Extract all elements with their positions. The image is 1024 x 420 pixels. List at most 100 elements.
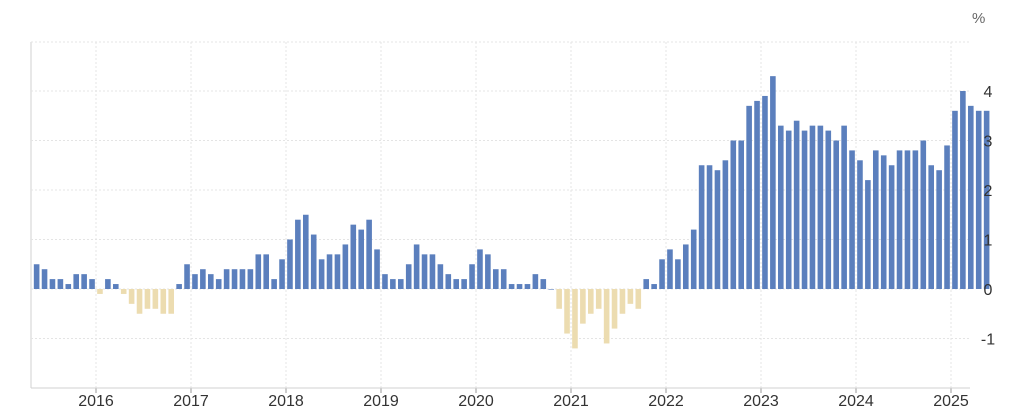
bar — [421, 254, 428, 289]
bar — [287, 239, 293, 289]
bar — [595, 289, 602, 309]
bar — [564, 289, 570, 334]
bar — [184, 264, 190, 289]
bar — [516, 284, 523, 289]
bar — [572, 289, 578, 349]
bar — [619, 289, 626, 314]
bar — [690, 229, 697, 289]
bar — [128, 289, 135, 304]
bar — [73, 274, 80, 289]
bar — [215, 279, 222, 289]
bar — [817, 125, 824, 290]
bar — [144, 289, 151, 309]
bar — [825, 130, 832, 289]
bar — [975, 110, 982, 289]
bar — [762, 95, 768, 289]
bar — [857, 160, 863, 289]
bar — [500, 269, 507, 289]
bar — [405, 264, 412, 289]
x-tick-label: 2016 — [78, 393, 114, 410]
y-tick-label: 2 — [984, 183, 993, 200]
unit-label: % — [972, 10, 986, 27]
bar — [952, 110, 958, 289]
bar — [809, 125, 816, 290]
bar — [904, 150, 911, 289]
x-tick-label: 2021 — [553, 393, 589, 410]
x-tick-label: 2023 — [743, 393, 779, 410]
x-tick-label: 2022 — [648, 393, 684, 410]
bar — [160, 289, 167, 314]
grid-lines — [30, 41, 970, 388]
bar — [872, 150, 879, 289]
bar — [310, 234, 317, 289]
bar — [318, 259, 325, 289]
bar — [659, 259, 665, 289]
x-tick-label: 2018 — [268, 393, 304, 410]
bar — [754, 100, 760, 290]
y-tick-label: 3 — [984, 134, 993, 151]
bar — [263, 254, 270, 289]
bar — [429, 254, 436, 289]
bar — [706, 165, 713, 289]
bar — [698, 165, 705, 289]
bar — [580, 289, 586, 324]
bar — [880, 155, 887, 289]
bar — [682, 244, 689, 289]
y-tick-label: -1 — [981, 332, 995, 349]
x-tick-label: 2019 — [363, 393, 399, 410]
bar — [960, 91, 966, 289]
bar — [785, 130, 792, 289]
bar — [540, 279, 547, 289]
bar — [841, 125, 847, 290]
bar — [587, 289, 594, 314]
bar — [105, 279, 111, 289]
bar — [295, 219, 301, 289]
bar — [888, 165, 895, 289]
bar — [611, 289, 618, 329]
bar — [41, 269, 48, 289]
bar — [485, 254, 491, 289]
bars — [33, 76, 990, 349]
y-tick-label: 0 — [984, 282, 993, 299]
bar — [983, 110, 990, 289]
bar — [532, 274, 539, 289]
bar — [651, 284, 657, 289]
bar — [730, 140, 737, 289]
bar — [548, 289, 555, 290]
bar — [833, 140, 840, 289]
y-tick-label: 4 — [984, 84, 993, 101]
bar — [120, 289, 127, 294]
bar — [849, 150, 855, 289]
bar — [453, 279, 460, 289]
bar — [152, 289, 159, 309]
bar — [603, 289, 610, 344]
bar — [635, 289, 642, 309]
bar — [722, 160, 729, 289]
bar — [247, 269, 254, 289]
bar — [801, 130, 808, 289]
bar — [271, 279, 277, 289]
bar — [469, 264, 475, 289]
bar — [437, 264, 444, 289]
bar — [358, 229, 365, 289]
bar — [777, 125, 784, 290]
bar — [366, 219, 372, 289]
bar — [397, 279, 404, 289]
bar — [350, 224, 357, 289]
bar — [967, 105, 974, 289]
bar — [382, 274, 388, 289]
bar — [33, 264, 40, 289]
bar — [342, 244, 349, 289]
bar — [912, 150, 919, 289]
bar — [738, 140, 745, 289]
bar — [65, 284, 72, 289]
bar — [643, 279, 650, 289]
bar — [413, 244, 420, 289]
bar — [556, 289, 562, 309]
y-tick-label: 1 — [984, 233, 993, 250]
bar — [793, 120, 800, 289]
bar — [136, 289, 143, 314]
bar — [176, 284, 182, 289]
